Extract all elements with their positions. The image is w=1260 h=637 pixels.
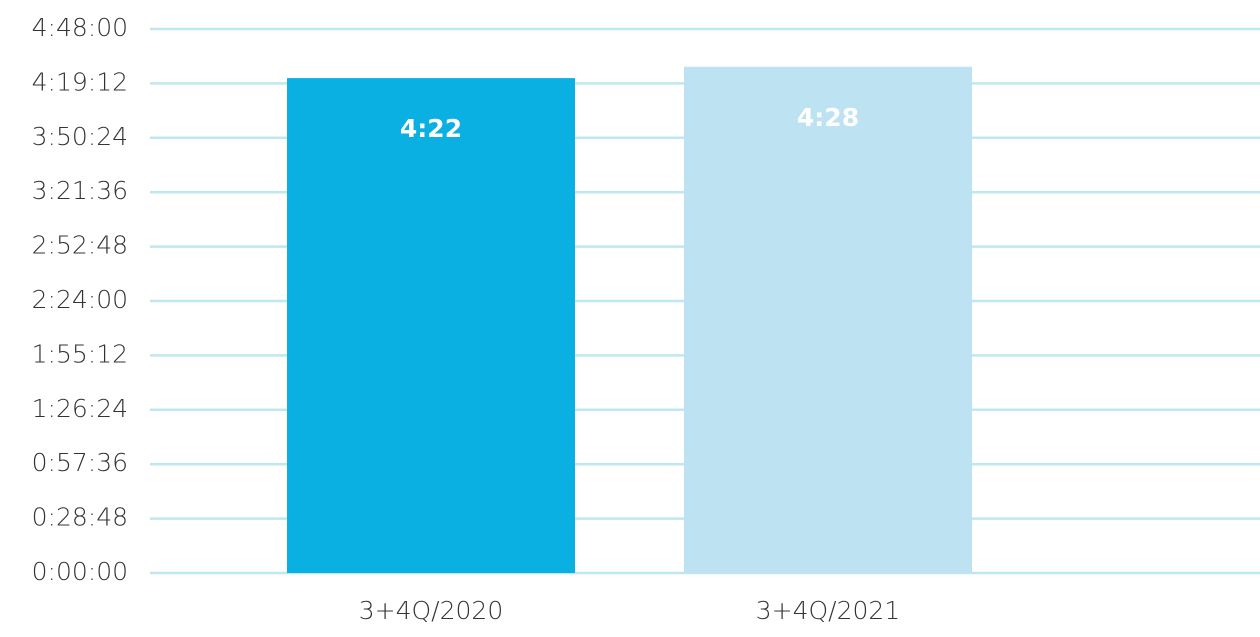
y-tick-label: 2:52:48	[32, 231, 128, 260]
y-tick-label: 4:19:12	[32, 67, 128, 96]
bar	[287, 78, 575, 573]
y-tick-label: 1:26:24	[32, 394, 128, 423]
data-label: 4:22	[400, 114, 462, 143]
y-tick-label: 0:00:00	[32, 557, 128, 586]
y-tick-label: 4:48:00	[32, 13, 128, 42]
x-tick-label: 3+4Q/2020	[359, 596, 503, 625]
y-tick-label: 1:55:12	[32, 339, 128, 368]
y-tick-label: 0:57:36	[32, 448, 128, 477]
data-label: 4:28	[797, 103, 859, 132]
y-tick-label: 2:24:00	[32, 285, 128, 314]
x-tick-label: 3+4Q/2021	[756, 596, 900, 625]
y-tick-label: 3:21:36	[32, 176, 128, 205]
bar	[684, 66, 972, 574]
y-tick-label: 0:28:48	[32, 503, 128, 532]
y-tick-label: 3:50:24	[32, 122, 128, 151]
